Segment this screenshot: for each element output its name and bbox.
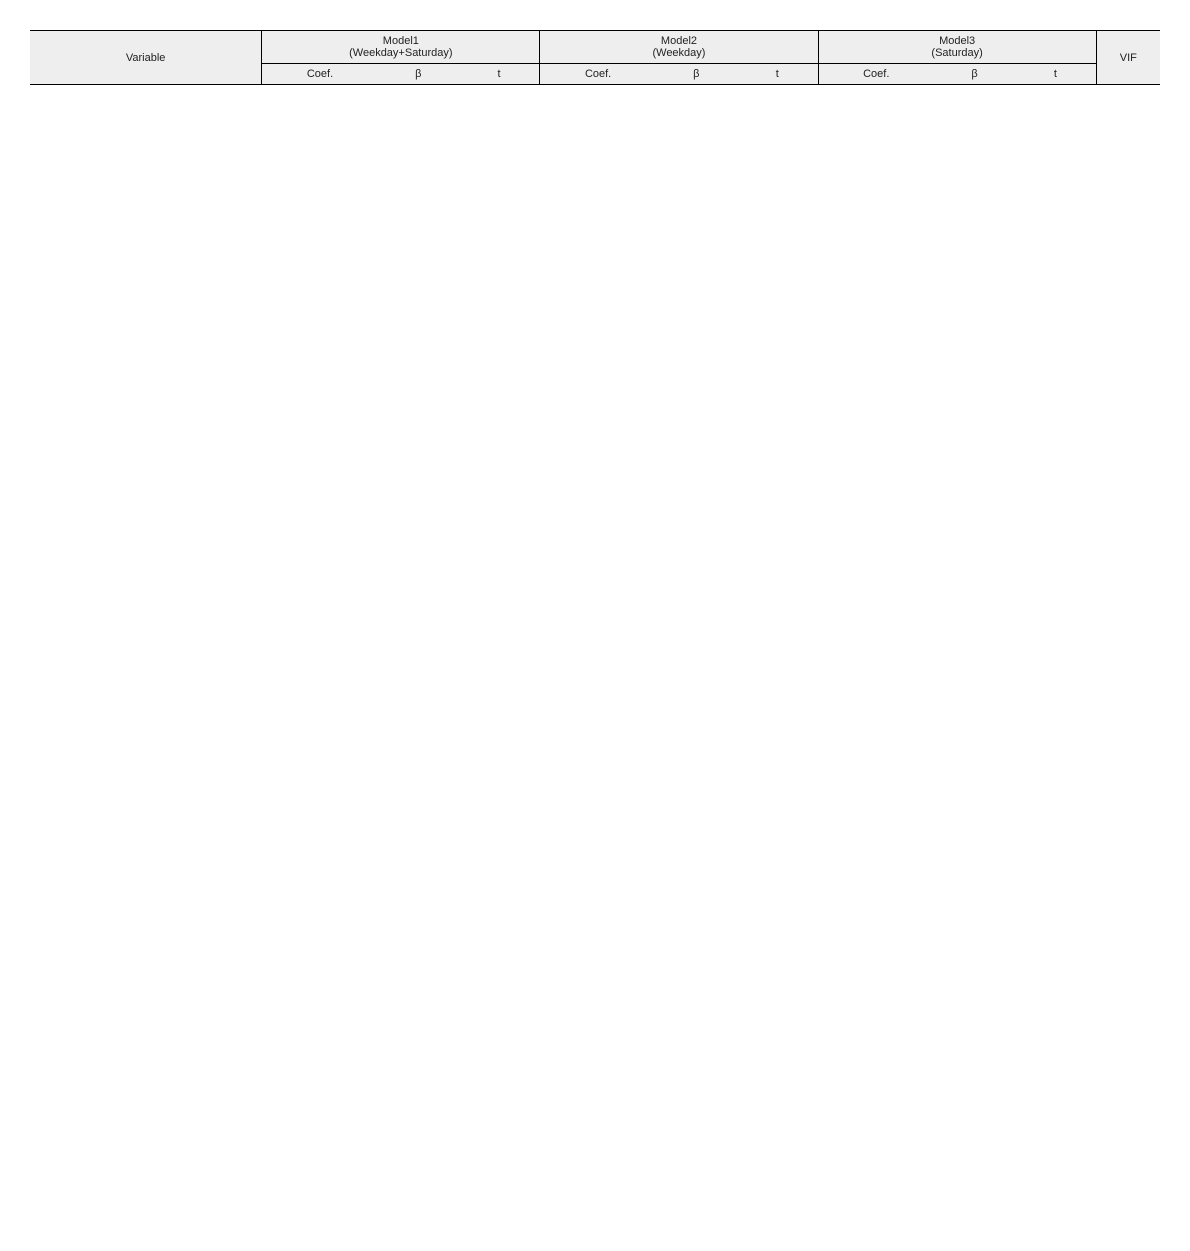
model2-subtitle: (Weekday) (546, 47, 811, 59)
regression-table: Variable Model1 (Weekday+Saturday) Model… (30, 30, 1160, 85)
header-model1: Model1 (Weekday+Saturday) (262, 31, 540, 64)
header-beta: β (378, 64, 459, 85)
header-coef: Coef. (818, 64, 934, 85)
header-t: t (737, 64, 818, 85)
table-header: Variable Model1 (Weekday+Saturday) Model… (30, 31, 1160, 85)
model3-subtitle: (Saturday) (825, 47, 1090, 59)
model3-name: Model3 (825, 35, 1090, 47)
model1-name: Model1 (268, 35, 533, 47)
model1-subtitle: (Weekday+Saturday) (268, 47, 533, 59)
header-vif: VIF (1096, 31, 1160, 85)
header-beta: β (934, 64, 1015, 85)
header-beta: β (656, 64, 737, 85)
header-coef: Coef. (262, 64, 378, 85)
header-t: t (1015, 64, 1096, 85)
model2-name: Model2 (546, 35, 811, 47)
header-model3: Model3 (Saturday) (818, 31, 1096, 64)
header-t: t (459, 64, 540, 85)
header-variable: Variable (30, 31, 262, 85)
header-model2: Model2 (Weekday) (540, 31, 818, 64)
header-coef: Coef. (540, 64, 656, 85)
